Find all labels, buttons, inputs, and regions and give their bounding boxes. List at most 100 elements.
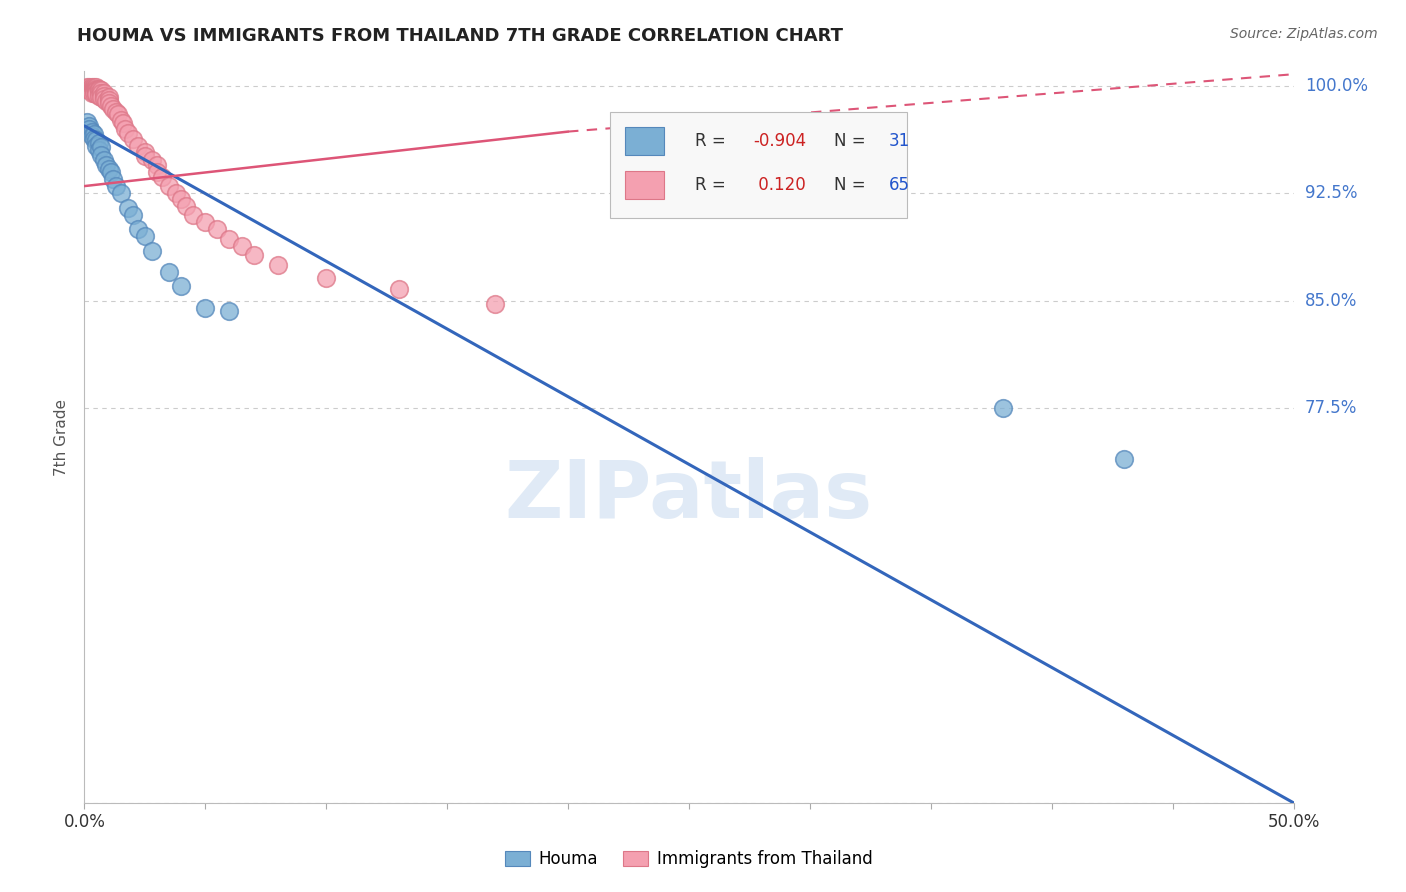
Point [80, 81, 103, 95]
Point [104, 179, 127, 194]
Point [218, 304, 240, 318]
Point [121, 132, 143, 146]
Legend: Houma, Immigrants from Thailand: Houma, Immigrants from Thailand [499, 844, 879, 875]
Point [100, 99, 122, 113]
Point [80, 85, 103, 99]
Point [134, 149, 156, 163]
Point [87, 81, 110, 95]
Point [90, 140, 112, 154]
Point [80, 86, 103, 100]
Point [93, 88, 115, 103]
Bar [624, 171, 664, 199]
Point [150, 170, 173, 185]
Point [80, 128, 103, 143]
Point [86, 133, 108, 147]
Point [103, 102, 125, 116]
Point [77, 81, 100, 95]
Text: R =: R = [695, 176, 725, 194]
Point [86, 81, 108, 95]
Point [94, 95, 117, 109]
Point [134, 229, 156, 244]
Point [117, 126, 139, 140]
Point [83, 81, 105, 95]
Point [87, 86, 110, 100]
Point [146, 165, 169, 179]
Text: 100.0%: 100.0% [1305, 77, 1368, 95]
Point [86, 85, 108, 99]
Text: 85.0%: 85.0% [1305, 292, 1357, 310]
Point [110, 186, 132, 201]
FancyBboxPatch shape [610, 112, 907, 218]
Point [87, 136, 110, 150]
Point [107, 107, 129, 121]
Point [83, 83, 105, 97]
Point [114, 121, 136, 136]
Text: 92.5%: 92.5% [1305, 185, 1357, 202]
Point [83, 132, 105, 146]
Text: N =: N = [834, 132, 866, 150]
Point [77, 121, 100, 136]
Point [87, 88, 110, 103]
Point [141, 153, 163, 168]
Point [76, 80, 98, 95]
Point [77, 119, 100, 133]
Point [104, 104, 127, 119]
Point [267, 258, 290, 272]
Point [315, 271, 337, 285]
Point [94, 158, 117, 172]
Point [388, 282, 411, 296]
Point [83, 128, 105, 142]
Point [993, 401, 1015, 416]
Bar [624, 127, 664, 154]
Point [90, 83, 112, 97]
Text: N =: N = [834, 176, 866, 194]
Text: 65: 65 [889, 176, 910, 194]
Point [165, 186, 187, 201]
Point [86, 139, 108, 153]
Point [97, 90, 120, 104]
Point [103, 172, 125, 186]
Point [93, 92, 115, 106]
Point [117, 201, 139, 215]
Point [1114, 451, 1136, 466]
Point [83, 80, 105, 95]
Point [93, 86, 115, 100]
Point [87, 143, 110, 157]
Point [127, 139, 149, 153]
Point [97, 93, 120, 107]
Text: ZIPatlas: ZIPatlas [505, 457, 873, 534]
Point [112, 116, 135, 130]
Point [80, 80, 103, 95]
Text: 31: 31 [889, 132, 910, 150]
Point [90, 86, 112, 100]
Point [77, 80, 100, 95]
Text: -0.904: -0.904 [754, 132, 806, 150]
Point [170, 279, 193, 293]
Point [90, 90, 112, 104]
Point [110, 113, 132, 128]
Point [77, 83, 100, 97]
Text: 0.120: 0.120 [754, 176, 806, 194]
Point [80, 83, 103, 97]
Point [146, 158, 169, 172]
Point [157, 179, 180, 194]
Point [194, 301, 217, 315]
Point [93, 153, 115, 168]
Point [83, 86, 105, 100]
Point [174, 199, 197, 213]
Point [86, 87, 108, 102]
Point [194, 215, 217, 229]
Point [121, 208, 143, 222]
Point [127, 222, 149, 236]
Point [90, 147, 112, 161]
Point [86, 83, 108, 97]
Point [97, 161, 120, 176]
Point [484, 296, 506, 310]
Text: 77.5%: 77.5% [1305, 400, 1357, 417]
Text: Source: ZipAtlas.com: Source: ZipAtlas.com [1230, 27, 1378, 41]
Text: R =: R = [695, 132, 725, 150]
Point [76, 81, 98, 95]
Text: HOUMA VS IMMIGRANTS FROM THAILAND 7TH GRADE CORRELATION CHART: HOUMA VS IMMIGRANTS FROM THAILAND 7TH GR… [77, 27, 844, 45]
Point [141, 244, 163, 258]
Point [87, 83, 110, 97]
